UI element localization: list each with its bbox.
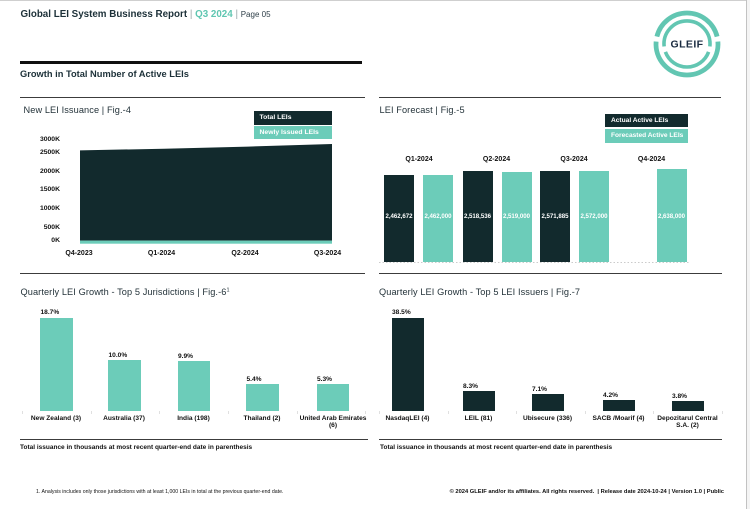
svg-text:GLEIF: GLEIF (671, 39, 704, 51)
